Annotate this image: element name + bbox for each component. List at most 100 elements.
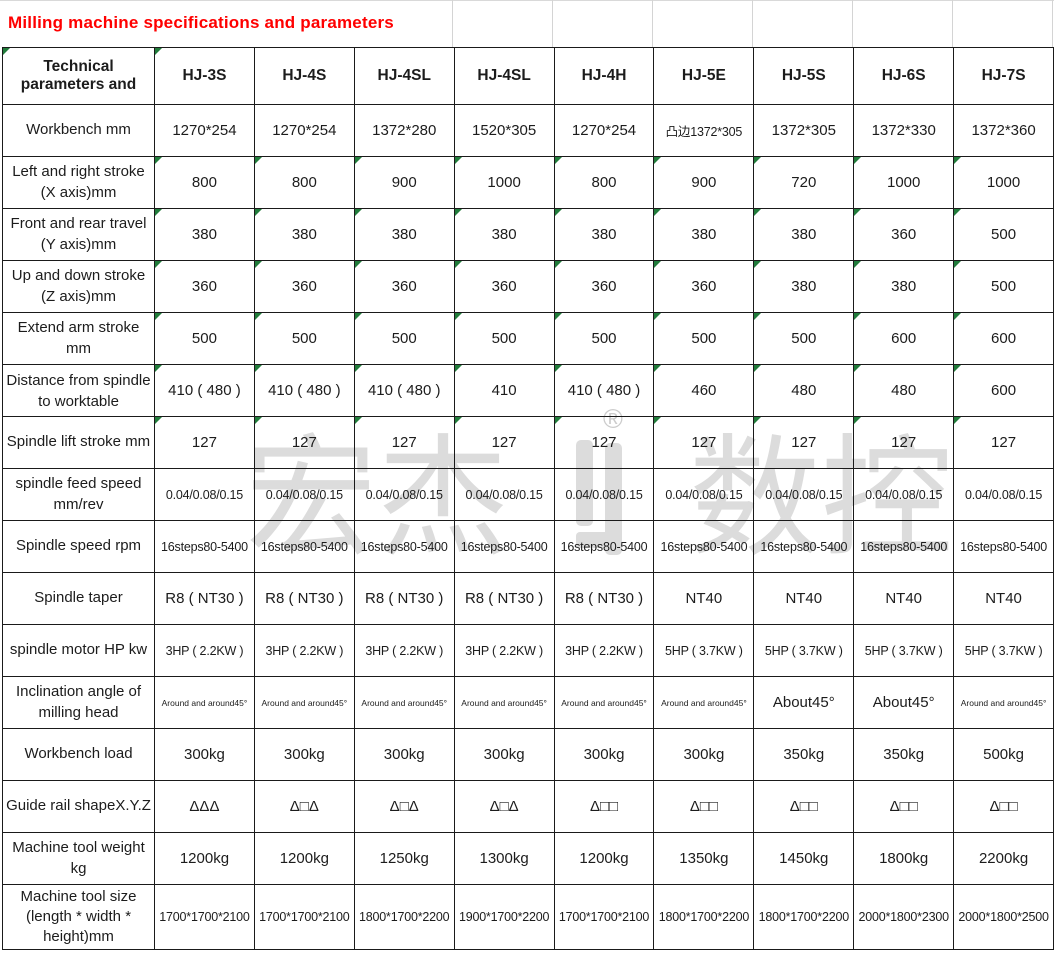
spec-cell[interactable]: 0.04/0.08/0.15 bbox=[853, 468, 955, 521]
spec-cell[interactable]: R8 ( NT30 ) bbox=[453, 572, 555, 625]
spec-cell[interactable]: 360 bbox=[853, 208, 955, 261]
spec-cell[interactable]: Around and around45° bbox=[953, 676, 1054, 729]
spec-cell[interactable]: 2000*1800*2300 bbox=[853, 884, 955, 950]
row-label[interactable]: Front and rear travel (Y axis)mm bbox=[2, 208, 155, 261]
spec-cell[interactable]: NT40 bbox=[953, 572, 1054, 625]
spec-cell[interactable]: About45° bbox=[753, 676, 855, 729]
spec-cell[interactable]: 410 ( 480 ) bbox=[253, 364, 355, 417]
header-cell-model[interactable]: HJ-4H bbox=[553, 47, 655, 105]
header-cell-model[interactable]: HJ-6S bbox=[853, 47, 955, 105]
row-label[interactable]: spindle feed speed mm/rev bbox=[2, 468, 155, 521]
spec-cell[interactable]: 1700*1700*2100 bbox=[253, 884, 355, 950]
spec-cell[interactable]: 500 bbox=[753, 312, 855, 365]
spec-cell[interactable]: 16steps80-5400 bbox=[653, 520, 755, 573]
spec-cell[interactable]: 1520*305 bbox=[453, 104, 555, 157]
spec-cell[interactable]: 0.04/0.08/0.15 bbox=[453, 468, 555, 521]
row-label[interactable]: spindle motor HP kw bbox=[2, 624, 155, 677]
spec-cell[interactable]: Around and around45° bbox=[253, 676, 355, 729]
spec-cell[interactable]: 16steps80-5400 bbox=[853, 520, 955, 573]
spec-cell[interactable]: 16steps80-5400 bbox=[154, 520, 255, 573]
spec-cell[interactable]: 480 bbox=[853, 364, 955, 417]
spec-cell[interactable]: 500 bbox=[953, 260, 1054, 313]
spec-cell[interactable]: R8 ( NT30 ) bbox=[154, 572, 255, 625]
spec-cell[interactable]: 1270*254 bbox=[553, 104, 655, 157]
spec-cell[interactable]: 1372*305 bbox=[753, 104, 855, 157]
spec-cell[interactable]: 1200kg bbox=[553, 832, 655, 885]
spec-cell[interactable]: 1372*280 bbox=[353, 104, 455, 157]
spec-cell[interactable]: 3HP ( 2.2KW ) bbox=[353, 624, 455, 677]
spec-cell[interactable]: 2000*1800*2500 bbox=[953, 884, 1054, 950]
spec-cell[interactable]: 1270*254 bbox=[154, 104, 255, 157]
spec-cell[interactable]: 410 bbox=[453, 364, 555, 417]
spec-cell[interactable]: 460 bbox=[653, 364, 755, 417]
spec-cell[interactable]: 480 bbox=[753, 364, 855, 417]
spec-cell[interactable]: 410 ( 480 ) bbox=[353, 364, 455, 417]
spec-cell[interactable]: 600 bbox=[953, 364, 1054, 417]
spec-cell[interactable]: 0.04/0.08/0.15 bbox=[154, 468, 255, 521]
spec-cell[interactable]: 1372*330 bbox=[853, 104, 955, 157]
spec-cell[interactable]: 16steps80-5400 bbox=[753, 520, 855, 573]
spec-cell[interactable]: 350kg bbox=[853, 728, 955, 781]
spec-cell[interactable]: Δ□□ bbox=[553, 780, 655, 833]
spec-cell[interactable]: 127 bbox=[253, 416, 355, 469]
spec-cell[interactable]: Around and around45° bbox=[653, 676, 755, 729]
spec-cell[interactable]: 600 bbox=[953, 312, 1054, 365]
spec-cell[interactable]: 300kg bbox=[353, 728, 455, 781]
spec-cell[interactable]: Δ□Δ bbox=[253, 780, 355, 833]
spec-cell[interactable]: NT40 bbox=[653, 572, 755, 625]
spec-cell[interactable]: R8 ( NT30 ) bbox=[253, 572, 355, 625]
spec-cell[interactable]: 1000 bbox=[853, 156, 955, 209]
row-label[interactable]: Distance from spindle to worktable bbox=[2, 364, 155, 417]
spec-cell[interactable]: 360 bbox=[453, 260, 555, 313]
spec-cell[interactable]: 3HP ( 2.2KW ) bbox=[253, 624, 355, 677]
spec-cell[interactable]: 1800*1700*2200 bbox=[653, 884, 755, 950]
header-cell-model[interactable]: HJ-5E bbox=[653, 47, 755, 105]
spec-cell[interactable]: 1300kg bbox=[453, 832, 555, 885]
spec-cell[interactable]: 300kg bbox=[553, 728, 655, 781]
spec-cell[interactable]: 16steps80-5400 bbox=[353, 520, 455, 573]
row-label[interactable]: Left and right stroke (X axis)mm bbox=[2, 156, 155, 209]
spec-cell[interactable]: 360 bbox=[253, 260, 355, 313]
spec-cell[interactable]: Around and around45° bbox=[154, 676, 255, 729]
spec-cell[interactable]: 380 bbox=[853, 260, 955, 313]
header-cell-model[interactable]: HJ-7S bbox=[953, 47, 1054, 105]
spec-cell[interactable]: 0.04/0.08/0.15 bbox=[553, 468, 655, 521]
row-label[interactable]: Workbench mm bbox=[2, 104, 155, 157]
spec-cell[interactable]: 0.04/0.08/0.15 bbox=[253, 468, 355, 521]
spec-cell[interactable]: 1000 bbox=[953, 156, 1054, 209]
spec-cell[interactable]: 127 bbox=[553, 416, 655, 469]
spec-cell[interactable]: 350kg bbox=[753, 728, 855, 781]
spec-cell[interactable]: 900 bbox=[653, 156, 755, 209]
header-cell-model[interactable]: HJ-4S bbox=[253, 47, 355, 105]
spec-cell[interactable]: 1000 bbox=[453, 156, 555, 209]
spec-cell[interactable]: 16steps80-5400 bbox=[953, 520, 1054, 573]
spec-cell[interactable]: 360 bbox=[154, 260, 255, 313]
spec-cell[interactable]: Δ□Δ bbox=[453, 780, 555, 833]
row-label[interactable]: Spindle lift stroke mm bbox=[2, 416, 155, 469]
spec-cell[interactable]: 5HP ( 3.7KW ) bbox=[753, 624, 855, 677]
spec-cell[interactable]: 380 bbox=[753, 260, 855, 313]
spec-cell[interactable]: 1800kg bbox=[853, 832, 955, 885]
spec-cell[interactable]: 1800*1700*2200 bbox=[353, 884, 455, 950]
spec-cell[interactable]: 1700*1700*2100 bbox=[553, 884, 655, 950]
spec-cell[interactable]: 900 bbox=[353, 156, 455, 209]
spec-cell[interactable]: 380 bbox=[353, 208, 455, 261]
spec-cell[interactable]: About45° bbox=[853, 676, 955, 729]
spec-cell[interactable]: 380 bbox=[553, 208, 655, 261]
spec-cell[interactable]: Around and around45° bbox=[353, 676, 455, 729]
spec-cell[interactable]: 800 bbox=[553, 156, 655, 209]
spec-cell[interactable]: 360 bbox=[353, 260, 455, 313]
header-cell-model[interactable]: HJ-3S bbox=[154, 47, 255, 105]
spec-cell[interactable]: 500 bbox=[353, 312, 455, 365]
spec-cell[interactable]: Δ□□ bbox=[953, 780, 1054, 833]
spec-cell[interactable]: 0.04/0.08/0.15 bbox=[753, 468, 855, 521]
spec-cell[interactable]: 410 ( 480 ) bbox=[154, 364, 255, 417]
spec-cell[interactable]: 1372*360 bbox=[953, 104, 1054, 157]
header-cell-model[interactable]: HJ-4SL bbox=[453, 47, 555, 105]
spec-cell[interactable]: 500 bbox=[953, 208, 1054, 261]
spec-cell[interactable]: R8 ( NT30 ) bbox=[553, 572, 655, 625]
spec-cell[interactable]: 500 bbox=[154, 312, 255, 365]
row-label[interactable]: Machine tool weight kg bbox=[2, 832, 155, 885]
spec-cell[interactable]: 3HP ( 2.2KW ) bbox=[553, 624, 655, 677]
spec-cell[interactable]: 0.04/0.08/0.15 bbox=[353, 468, 455, 521]
